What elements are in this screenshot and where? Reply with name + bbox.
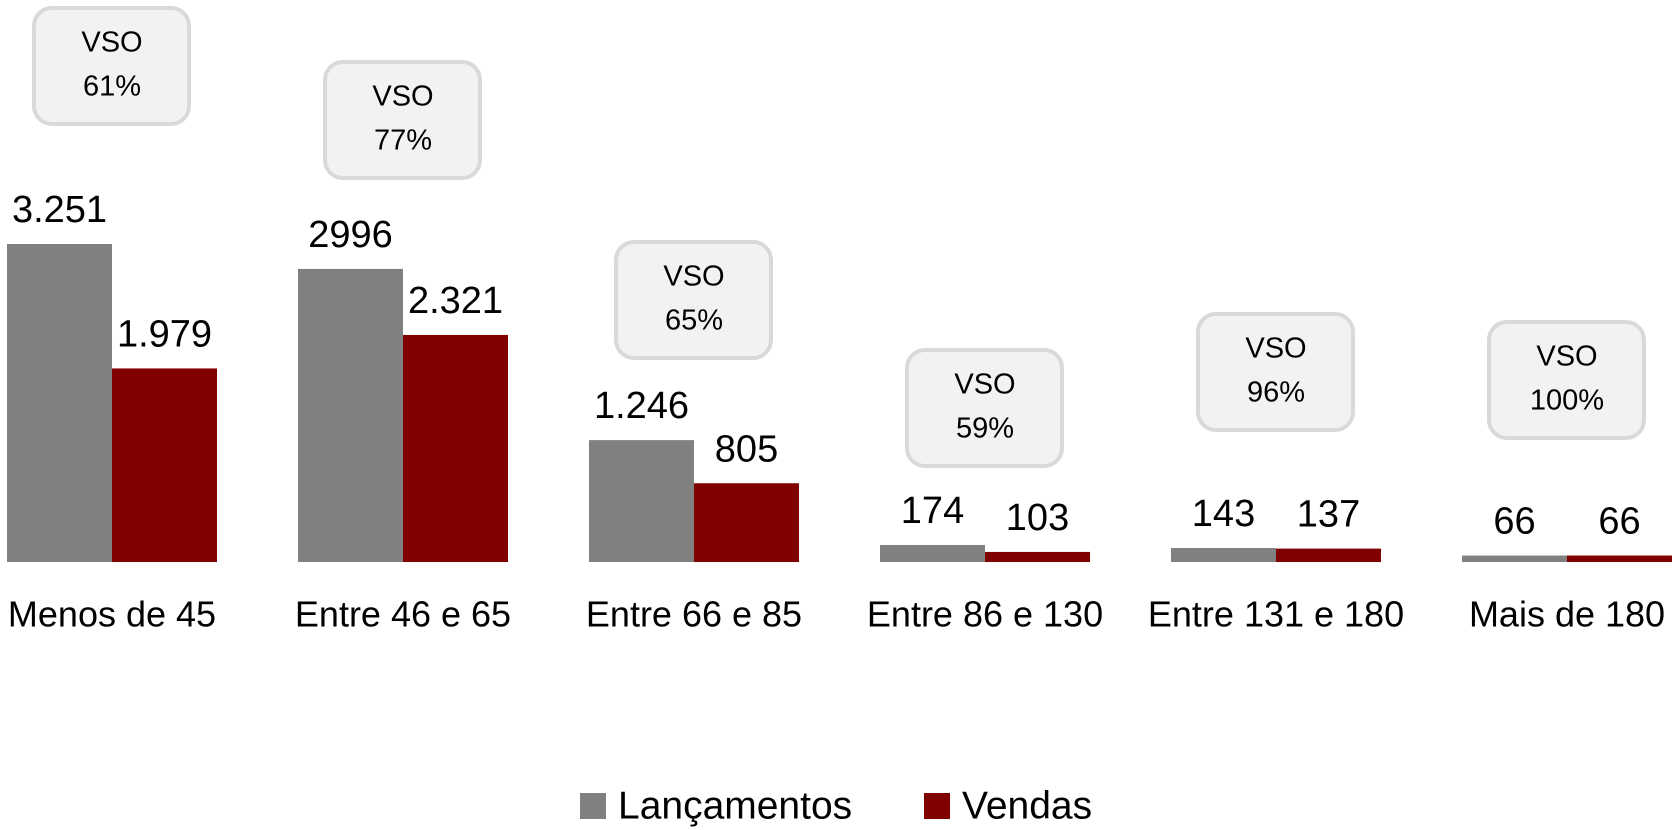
annotation-value: 61%	[83, 71, 141, 103]
data-label: 2996	[308, 214, 393, 256]
data-label: 805	[715, 428, 778, 470]
data-label: 66	[1493, 501, 1535, 543]
annotation-label: VSO	[81, 27, 142, 59]
annotation-box	[32, 6, 191, 126]
legend-label: Lançamentos	[618, 784, 852, 827]
bar	[1171, 548, 1276, 562]
bar	[985, 551, 1090, 562]
x-tick-label: Entre 46 e 65	[295, 594, 511, 635]
x-tick-label: Mais de 180	[1469, 594, 1665, 635]
bar	[112, 368, 217, 562]
annotation-box	[323, 60, 482, 180]
annotation-label: VSO	[663, 261, 724, 293]
annotation-box	[1487, 320, 1646, 440]
bar	[298, 268, 403, 562]
data-label: 3.251	[12, 189, 107, 231]
data-label: 1.979	[117, 313, 212, 355]
annotation-value: 96%	[1247, 377, 1305, 409]
legend-swatch	[580, 793, 606, 819]
legend-swatch	[924, 793, 950, 819]
data-label: 174	[901, 490, 964, 532]
annotation-value: 65%	[665, 305, 723, 337]
data-label: 103	[1006, 497, 1069, 539]
x-tick-label: Menos de 45	[8, 594, 216, 635]
annotation-label: VSO	[1536, 341, 1597, 373]
annotation-value: 59%	[956, 413, 1014, 445]
annotation-value: 77%	[374, 125, 432, 157]
bar	[7, 244, 112, 562]
x-tick-label: Entre 131 e 180	[1148, 594, 1404, 635]
data-label: 137	[1297, 494, 1360, 536]
bar	[880, 544, 985, 562]
data-label: 143	[1192, 493, 1255, 535]
annotation-value: 100%	[1530, 385, 1604, 417]
annotation-box	[614, 240, 773, 360]
annotation-label: VSO	[954, 369, 1015, 401]
bar	[1462, 555, 1567, 562]
data-label: 66	[1598, 501, 1640, 543]
bar	[403, 334, 508, 562]
annotation-box	[905, 348, 1064, 468]
bar	[1276, 548, 1381, 562]
bar	[694, 483, 799, 562]
data-label: 1.246	[594, 385, 689, 427]
x-tick-label: Entre 86 e 130	[867, 594, 1103, 635]
legend-label: Vendas	[962, 784, 1092, 827]
annotation-label: VSO	[372, 81, 433, 113]
annotation-label: VSO	[1245, 333, 1306, 365]
annotation-box	[1196, 312, 1355, 432]
bar	[1567, 555, 1672, 562]
x-tick-label: Entre 66 e 85	[586, 594, 802, 635]
data-label: 2.321	[408, 280, 503, 322]
bar	[589, 440, 694, 562]
